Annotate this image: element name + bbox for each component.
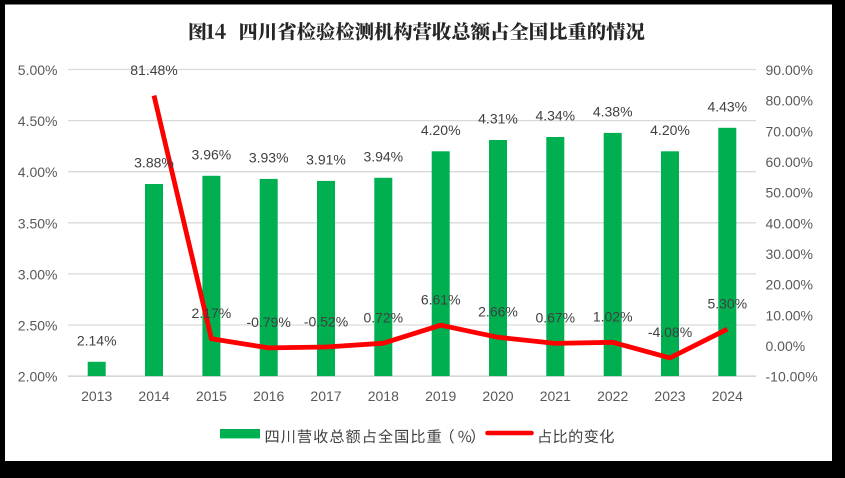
svg-text:2020: 2020	[482, 388, 513, 404]
svg-text:2016: 2016	[253, 388, 284, 404]
svg-text:2023: 2023	[654, 388, 685, 404]
svg-text:30.00%: 30.00%	[766, 246, 813, 262]
svg-text:3.94%: 3.94%	[363, 149, 403, 165]
svg-text:3.91%: 3.91%	[306, 152, 346, 168]
svg-text:3.93%: 3.93%	[249, 150, 289, 166]
svg-text:2.50%: 2.50%	[18, 318, 58, 334]
svg-text:3.00%: 3.00%	[18, 266, 58, 282]
svg-text:2019: 2019	[425, 388, 456, 404]
svg-text:50.00%: 50.00%	[766, 185, 813, 201]
svg-text:4.20%: 4.20%	[650, 122, 690, 138]
svg-text:5.30%: 5.30%	[707, 296, 747, 312]
svg-text:3.88%: 3.88%	[134, 155, 174, 171]
svg-text:2013: 2013	[81, 388, 112, 404]
svg-text:4.34%: 4.34%	[535, 108, 575, 124]
svg-text:0.67%: 0.67%	[535, 310, 575, 326]
svg-text:1.02%: 1.02%	[593, 309, 633, 325]
svg-text:4.31%: 4.31%	[478, 111, 518, 127]
svg-text:-4.08%: -4.08%	[648, 324, 692, 340]
svg-text:2.14%: 2.14%	[77, 333, 117, 349]
svg-text:4.38%: 4.38%	[593, 104, 633, 120]
svg-text:2017: 2017	[310, 388, 341, 404]
svg-text:6.61%: 6.61%	[421, 292, 461, 308]
svg-text:81.48%: 81.48%	[130, 62, 177, 78]
svg-text:4.20%: 4.20%	[421, 122, 461, 138]
svg-text:90.00%: 90.00%	[766, 62, 813, 78]
svg-text:4.50%: 4.50%	[18, 113, 58, 129]
svg-text:2021: 2021	[540, 388, 571, 404]
svg-text:2022: 2022	[597, 388, 628, 404]
svg-text:0.72%: 0.72%	[363, 310, 403, 326]
svg-text:2014: 2014	[138, 388, 169, 404]
svg-text:-10.00%: -10.00%	[766, 369, 818, 385]
svg-text:0.00%: 0.00%	[766, 338, 806, 354]
svg-text:-0.79%: -0.79%	[247, 314, 291, 330]
svg-text:10.00%: 10.00%	[766, 307, 813, 323]
svg-text:20.00%: 20.00%	[766, 277, 813, 293]
svg-text:2024: 2024	[712, 388, 743, 404]
svg-text:3.50%: 3.50%	[18, 215, 58, 231]
svg-text:2018: 2018	[368, 388, 399, 404]
svg-text:3.96%: 3.96%	[192, 147, 232, 163]
svg-text:5.00%: 5.00%	[18, 62, 58, 78]
svg-text:-0.52%: -0.52%	[304, 313, 348, 329]
svg-text:60.00%: 60.00%	[766, 154, 813, 170]
svg-text:80.00%: 80.00%	[766, 93, 813, 109]
svg-text:40.00%: 40.00%	[766, 215, 813, 231]
svg-text:2015: 2015	[196, 388, 227, 404]
svg-text:4.43%: 4.43%	[707, 99, 747, 115]
svg-text:70.00%: 70.00%	[766, 123, 813, 139]
svg-text:4.00%: 4.00%	[18, 164, 58, 180]
svg-text:2.00%: 2.00%	[18, 369, 58, 385]
svg-text:2.66%: 2.66%	[478, 304, 518, 320]
svg-text:2.17%: 2.17%	[192, 305, 232, 321]
